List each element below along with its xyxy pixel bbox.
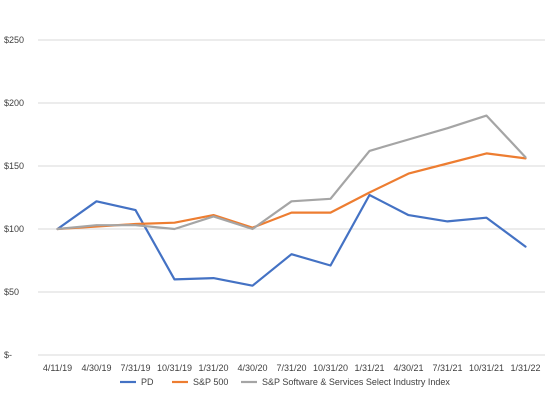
x-tick-label: 4/30/19	[81, 363, 111, 373]
legend-label: S&P Software & Services Select Industry …	[262, 377, 450, 387]
y-tick-label: $-	[4, 350, 12, 360]
y-tick-label: $200	[4, 98, 24, 108]
series-lines	[56, 114, 527, 287]
series-line-1	[56, 152, 527, 231]
series-line-2	[56, 114, 527, 231]
x-tick-label: 4/11/19	[43, 363, 72, 373]
x-tick-label: 1/31/21	[354, 363, 384, 373]
x-tick-label: 4/30/21	[393, 363, 423, 373]
x-tick-label: 4/30/20	[237, 363, 267, 373]
x-tick-label: 10/31/21	[469, 363, 504, 373]
y-tick-label: $250	[4, 35, 24, 45]
legend-label: S&P 500	[193, 377, 228, 387]
x-tick-label: 7/31/21	[432, 363, 462, 373]
y-tick-label: $50	[4, 287, 19, 297]
x-tick-label: 7/31/19	[120, 363, 150, 373]
gridlines	[38, 39, 545, 356]
x-tick-label: 1/31/20	[198, 363, 228, 373]
y-tick-label: $100	[4, 224, 24, 234]
series-line-0	[56, 193, 527, 287]
y-tick-label: $150	[4, 161, 24, 171]
x-tick-label: 7/31/20	[276, 363, 306, 373]
y-axis-tick-labels: $- $50 $100 $150 $200 $250	[4, 35, 24, 360]
x-tick-label: 10/31/19	[157, 363, 192, 373]
x-axis-tick-labels: 4/11/19 4/30/19 7/31/19 10/31/19 1/31/20 4/30…	[43, 363, 541, 373]
x-tick-label: 1/31/22	[510, 363, 540, 373]
x-tick-label: 10/31/20	[313, 363, 348, 373]
legend: PD S&P 500 S&P Software & Services Select …	[120, 377, 450, 387]
legend-label: PD	[141, 377, 154, 387]
